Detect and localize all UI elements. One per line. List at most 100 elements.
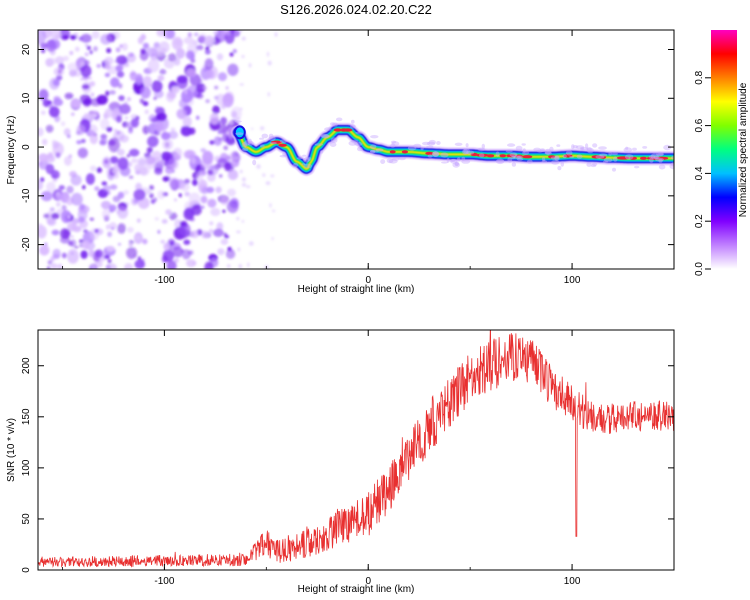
noise-blob: [124, 116, 129, 120]
noise-blob: [170, 241, 175, 246]
track-halo-blob: [466, 150, 475, 155]
noise-blob: [64, 156, 72, 166]
noise-blob: [108, 137, 120, 153]
track-halo-blob: [279, 154, 288, 158]
noise-blob: [101, 208, 111, 220]
track-halo-blob: [515, 145, 523, 151]
noise-blob: [43, 213, 50, 219]
noise-blob: [223, 145, 229, 151]
track-hotspot: [476, 153, 489, 157]
colorbar-tick-label: 0.2: [694, 214, 705, 228]
noise-blob: [207, 169, 214, 176]
noise-blob: [56, 74, 63, 81]
track-halo-blob: [235, 132, 244, 136]
noise-blob: [256, 164, 261, 169]
noise-blob: [70, 34, 77, 40]
noise-blob: [76, 124, 86, 135]
colorbar-label: Normalized spectral amplitude: [738, 82, 749, 217]
noise-blob: [60, 210, 72, 224]
noise-blob: [55, 34, 60, 39]
track-halo-blob: [241, 142, 247, 148]
track-halo-blob: [632, 147, 637, 151]
track-halo-blob: [522, 150, 530, 155]
noise-blob: [210, 207, 221, 217]
bottom-x-tick-label: 100: [564, 576, 581, 587]
noise-blob: [204, 35, 215, 45]
track-halo-blob: [391, 141, 400, 146]
track-halo-blob: [481, 143, 485, 149]
track-hotspot: [270, 140, 283, 144]
track-hotspot: [389, 150, 396, 154]
noise-blob: [209, 221, 214, 226]
noise-blob: [47, 100, 52, 105]
noise-blob: [129, 52, 134, 57]
noise-blob: [218, 223, 223, 227]
noise-blob: [241, 183, 247, 187]
track-halo-blob: [388, 159, 398, 164]
noise-blob: [241, 219, 245, 223]
noise-blob: [212, 105, 221, 114]
noise-blob: [102, 185, 111, 192]
noise-blob: [200, 148, 207, 153]
noise-blob: [100, 136, 108, 146]
noise-blob: [131, 69, 135, 73]
noise-blob: [202, 86, 208, 90]
track-halo-blob: [432, 151, 439, 157]
noise-blob: [213, 30, 219, 35]
bottom-y-tick-label: 100: [21, 459, 32, 476]
noise-blob: [52, 79, 60, 86]
track-halo-blob: [303, 157, 310, 163]
noise-blob: [232, 49, 237, 54]
noise-blob: [189, 154, 194, 159]
track-halo-blob: [648, 155, 656, 159]
noise-blob: [117, 191, 125, 199]
track-halo-blob: [324, 127, 332, 131]
track-hotspot: [548, 155, 556, 159]
noise-blob: [194, 32, 199, 37]
noise-blob: [80, 250, 88, 259]
noise-blob: [207, 198, 217, 208]
noise-blob: [191, 157, 196, 164]
track-halo-blob: [398, 156, 406, 161]
noise-blob: [61, 204, 67, 211]
noise-blob: [248, 241, 254, 246]
noise-blob: [38, 180, 44, 191]
noise-blob: [81, 240, 91, 250]
noise-blob: [179, 220, 187, 227]
noise-blob: [186, 85, 198, 99]
noise-blob: [239, 169, 243, 174]
track-halo-blob: [603, 160, 608, 163]
noise-blob: [219, 174, 223, 178]
top-x-tick-label: 0: [365, 275, 371, 286]
track-halo-blob: [541, 160, 547, 163]
noise-blob: [92, 265, 96, 268]
track-halo-blob: [279, 139, 287, 144]
top-x-tick-label: -100: [154, 275, 174, 286]
colorbar-tick-label: 0.8: [694, 70, 705, 84]
track-halo-blob: [521, 143, 526, 146]
noise-blob: [88, 76, 92, 80]
noise-blob: [209, 140, 215, 145]
track-halo-blob: [527, 159, 533, 164]
noise-blob: [102, 156, 112, 169]
noise-blob: [69, 69, 77, 77]
noise-blob: [116, 71, 125, 78]
track-halo-blob: [391, 140, 397, 144]
track-halo-blob: [586, 147, 592, 152]
colorbar: 0.0 0.2 0.4 0.6 0.8 Normalized spectral ampl…: [694, 30, 749, 276]
track-halo-blob: [348, 140, 357, 146]
track-halo-blob: [623, 147, 633, 153]
noise-blob: [149, 84, 153, 87]
track-halo-blob: [634, 165, 640, 169]
noise-blob: [220, 238, 229, 245]
noise-blob: [144, 109, 149, 115]
noise-blob: [53, 67, 65, 77]
noise-blob: [160, 239, 165, 244]
noise-blob: [115, 47, 121, 53]
noise-blob: [52, 142, 64, 157]
track-halo-blob: [624, 154, 634, 160]
track-halo-blob: [598, 146, 607, 150]
track-hotspot: [333, 128, 342, 132]
track-halo-blob: [436, 141, 441, 145]
noise-blob: [201, 186, 209, 195]
